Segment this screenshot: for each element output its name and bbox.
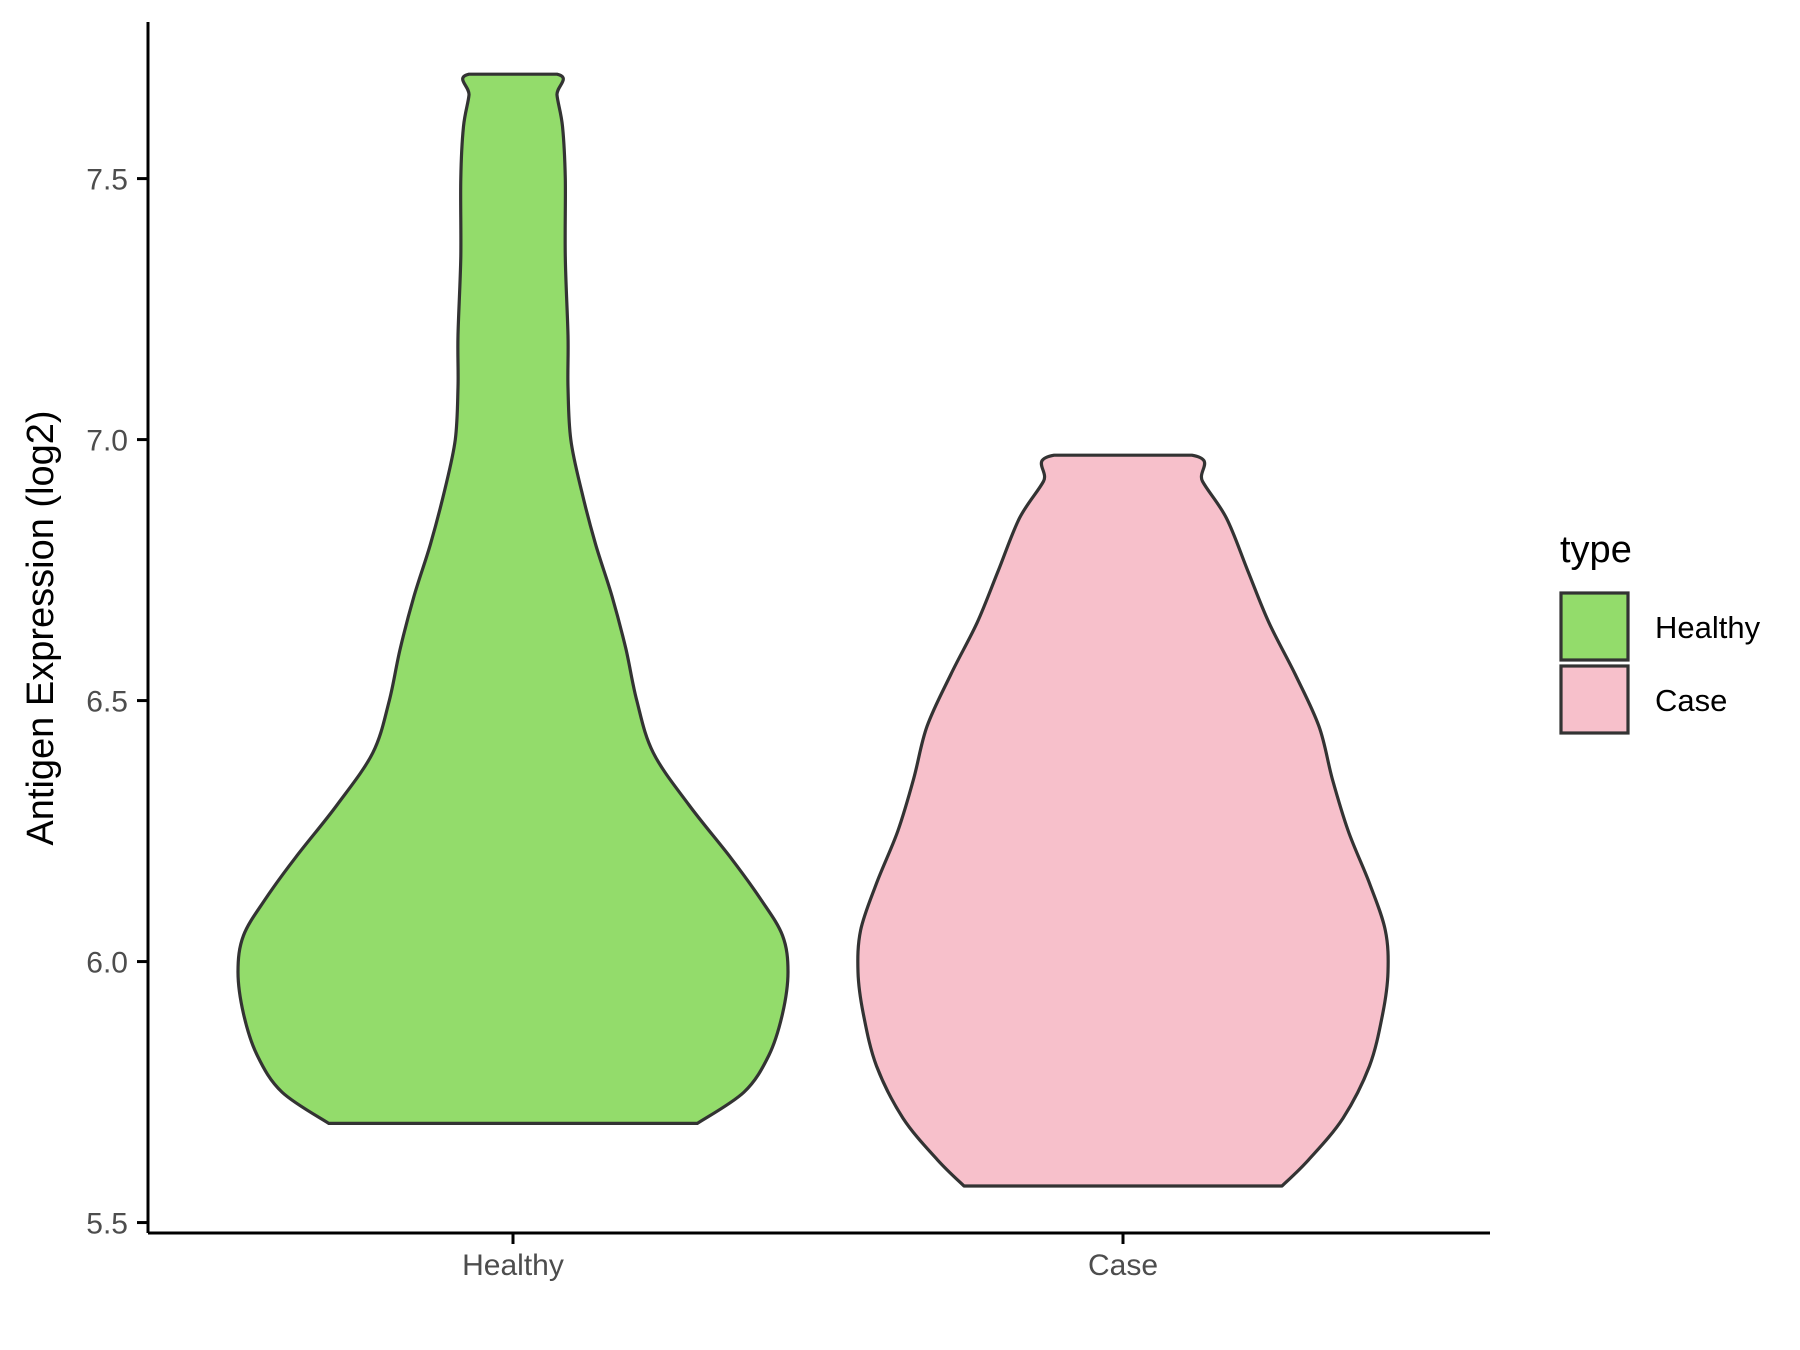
y-tick-label: 5.5 — [86, 1208, 128, 1241]
y-ticks: 5.5 6.0 6.5 7.0 7.5 — [86, 164, 148, 1241]
legend-title: type — [1560, 529, 1632, 571]
legend-label: Healthy — [1655, 610, 1761, 645]
y-tick-label: 6.5 — [86, 686, 128, 719]
legend: type Healthy Case — [1559, 529, 1761, 735]
y-tick-label: 7.0 — [86, 425, 128, 458]
violin-case — [856, 453, 1390, 1188]
y-axis-title: Antigen Expression (log2) — [20, 410, 62, 845]
x-ticks: Healthy Case — [462, 1233, 1158, 1282]
axes — [146, 22, 1490, 1235]
x-tick-label: Healthy — [462, 1249, 564, 1282]
legend-swatch — [1559, 591, 1630, 662]
violins-layer — [236, 72, 1390, 1188]
legend-swatch — [1559, 664, 1630, 735]
x-tick-label: Case — [1088, 1249, 1158, 1282]
violin-healthy — [236, 72, 790, 1125]
legend-label: Case — [1655, 683, 1727, 718]
legend-items: Healthy Case — [1559, 591, 1761, 735]
y-tick-label: 7.5 — [86, 164, 128, 197]
y-tick-label: 6.0 — [86, 947, 128, 980]
